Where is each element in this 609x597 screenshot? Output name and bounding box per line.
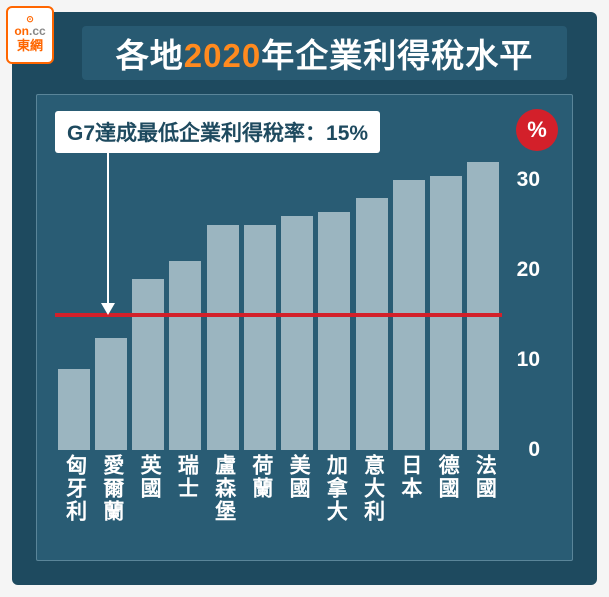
bar [281,216,313,450]
y-tick-label: 10 [517,348,540,372]
bar [132,279,164,450]
bar [318,212,350,451]
chart-box: G7達成最低企業利得稅率：15% % 0 10 20 30 匈牙利愛爾蘭英國瑞士盧森堡… [36,94,573,561]
x-category-label: 愛爾蘭 [95,454,127,523]
x-axis-labels: 匈牙利愛爾蘭英國瑞士盧森堡荷蘭美國加拿大意大利日本德國法國 [55,454,502,550]
x-category-label: 意大利 [356,454,388,523]
bar [356,198,388,450]
bar [467,162,499,450]
y-axis: 0102030 [502,153,540,450]
percent-badge: % [516,109,558,151]
callout-arrow-head [101,303,115,315]
callout-arrow-line [107,153,109,303]
threshold-line [55,313,502,317]
x-category-label: 法國 [467,454,499,500]
x-category-label: 英國 [132,454,164,500]
x-category-label: 日本 [393,454,425,500]
plot-area [55,153,502,450]
x-category-label: 德國 [430,454,462,500]
x-category-label: 匈牙利 [58,454,90,523]
bar [169,261,201,450]
title-bar: 各地2020年企業利得稅水平 [82,26,567,80]
logo-text: on.cc [14,24,45,38]
source-logo: ⊙ on.cc 東網 [6,6,54,64]
y-tick-label: 0 [528,438,540,462]
chart-container: 各地2020年企業利得稅水平 G7達成最低企業利得稅率：15% % 0 10 20 3… [12,12,597,585]
bar [207,225,239,450]
y-tick-label: 30 [517,168,540,192]
logo-cn: 東網 [17,38,43,55]
bar [244,225,276,450]
chart-title: 各地2020年企業利得稅水平 [116,29,533,77]
bar [58,369,90,450]
bar [95,338,127,451]
x-category-label: 盧森堡 [207,454,239,523]
logo-symbol: ⊙ [26,15,34,24]
y-tick-label: 20 [517,258,540,282]
x-category-label: 加拿大 [318,454,350,523]
x-category-label: 荷蘭 [244,454,276,500]
x-category-label: 美國 [281,454,313,500]
threshold-callout: G7達成最低企業利得稅率：15% [55,111,380,153]
x-category-label: 瑞士 [169,454,201,500]
